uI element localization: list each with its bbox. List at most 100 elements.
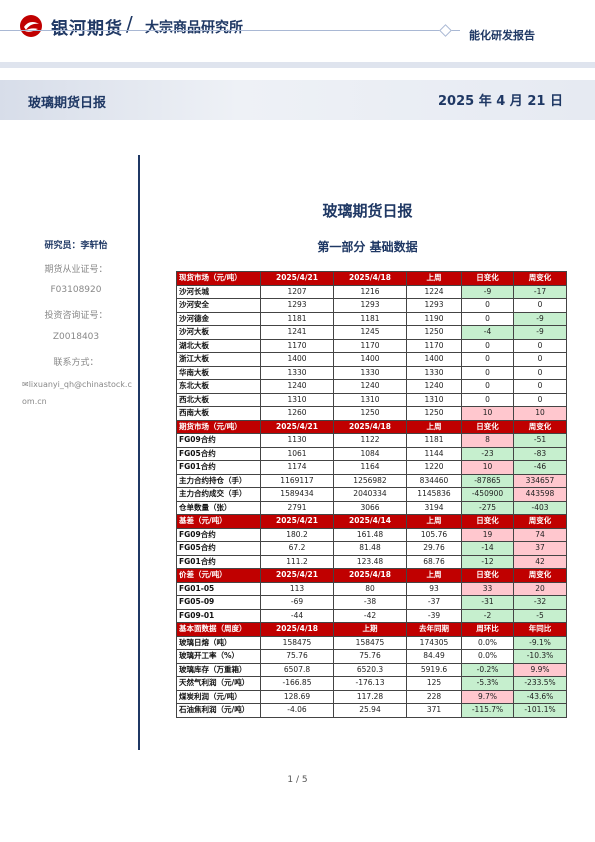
header-band bbox=[0, 62, 595, 68]
row-label: 期货市场（元/吨） bbox=[176, 419, 261, 434]
table-cell: 2791 bbox=[260, 500, 334, 515]
table-cell: 834460 bbox=[406, 473, 462, 488]
table-cell: 443598 bbox=[513, 487, 567, 502]
table-cell: 1170 bbox=[260, 338, 334, 353]
advisor-label: 投资咨询证号： bbox=[44, 311, 108, 321]
report-title: 玻璃期货日报 bbox=[28, 96, 107, 111]
row-label: 湖北大板 bbox=[176, 338, 261, 353]
table-cell: 1240 bbox=[333, 379, 407, 394]
row-label: 西北大板 bbox=[176, 392, 261, 407]
table-cell: 1170 bbox=[333, 338, 407, 353]
table-cell: -87865 bbox=[461, 473, 514, 488]
table-row: FG05合约 1061 1084 1144 -23 -83 bbox=[176, 446, 567, 461]
table-cell: 158475 bbox=[260, 635, 334, 650]
row-label: FG01合约 bbox=[176, 554, 261, 569]
table-cell: 1181 bbox=[333, 311, 407, 326]
table-cell: 1240 bbox=[406, 379, 462, 394]
row-label: 仓单数量（张） bbox=[176, 500, 261, 515]
table-cell: 111.2 bbox=[260, 554, 334, 569]
table-row: 玻璃开工率（%） 75.76 75.76 84.49 0.0% -10.3% bbox=[176, 649, 567, 664]
table-cell: 1130 bbox=[260, 433, 334, 448]
table-cell: 日变化 bbox=[461, 568, 514, 583]
table-cell: 1241 bbox=[260, 325, 334, 340]
table-cell: 25.94 bbox=[333, 703, 407, 718]
table-cell: 2040334 bbox=[333, 487, 407, 502]
table-cell: -2 bbox=[461, 608, 514, 623]
email-address[interactable]: lixuanyi_qh@chinastock.com.cn bbox=[22, 380, 132, 406]
table-cell: 1400 bbox=[333, 352, 407, 367]
table-cell: 174305 bbox=[406, 635, 462, 650]
table-cell: 1216 bbox=[333, 284, 407, 299]
table-cell: 0 bbox=[513, 392, 567, 407]
table-row: 沙河德金 1181 1181 1190 0 -9 bbox=[176, 311, 567, 326]
table-row: 沙河长城 1207 1216 1224 -9 -17 bbox=[176, 284, 567, 299]
table-cell: 105.76 bbox=[406, 527, 462, 542]
row-label: 沙河安全 bbox=[176, 298, 261, 313]
table-cell: 93 bbox=[406, 581, 462, 596]
table-cell: 67.2 bbox=[260, 541, 334, 556]
table-cell: 20 bbox=[513, 581, 567, 596]
table-cell: 周变化 bbox=[513, 568, 567, 583]
table-cell: 上周 bbox=[406, 514, 462, 529]
page-number: 1 / 5 bbox=[287, 775, 308, 785]
table-cell: -51 bbox=[513, 433, 567, 448]
table-cell: -115.7% bbox=[461, 703, 514, 718]
table-cell: 6520.3 bbox=[333, 662, 407, 677]
table-row: 西南大板 1260 1250 1250 10 10 bbox=[176, 406, 567, 421]
table-cell: 2025/4/21 bbox=[260, 514, 334, 529]
table-cell: 1084 bbox=[333, 446, 407, 461]
row-label: 天然气利润（元/吨） bbox=[176, 676, 261, 691]
table-cell: -0.2% bbox=[461, 662, 514, 677]
table-cell: 68.76 bbox=[406, 554, 462, 569]
table-cell: 2025/4/21 bbox=[260, 568, 334, 583]
row-label: 玻璃库存（万重箱） bbox=[176, 662, 261, 677]
contact-email[interactable]: ✉lixuanyi_qh@chinastock.com.cn bbox=[22, 376, 134, 410]
table-cell: -38 bbox=[333, 595, 407, 610]
row-label: 沙河德金 bbox=[176, 311, 261, 326]
table-cell: 1330 bbox=[260, 365, 334, 380]
table-cell: 3194 bbox=[406, 500, 462, 515]
table-cell: 去年同期 bbox=[406, 622, 462, 637]
table-cell: -83 bbox=[513, 446, 567, 461]
table-cell: 123.48 bbox=[333, 554, 407, 569]
row-label: 玻璃日熔（吨） bbox=[176, 635, 261, 650]
table-cell: 1245 bbox=[333, 325, 407, 340]
table-cell: 0 bbox=[513, 338, 567, 353]
header-separator: / bbox=[126, 12, 133, 36]
table-cell: 上周 bbox=[406, 419, 462, 434]
table-cell: 1293 bbox=[333, 298, 407, 313]
table-cell: 75.76 bbox=[260, 649, 334, 664]
license-label: 期货从业证号： bbox=[44, 265, 108, 275]
table-cell: 0 bbox=[461, 379, 514, 394]
table-cell: 128.69 bbox=[260, 689, 334, 704]
table-cell: 0 bbox=[461, 392, 514, 407]
table-cell: -9.1% bbox=[513, 635, 567, 650]
table-cell: 1589434 bbox=[260, 487, 334, 502]
table-cell: 1310 bbox=[333, 392, 407, 407]
row-label: 主力合约持仓（手） bbox=[176, 473, 261, 488]
table-header-row: 现货市场（元/吨） 2025/4/21 2025/4/18 上周 日变化 周变化 bbox=[176, 271, 567, 286]
table-cell: 1400 bbox=[406, 352, 462, 367]
table-cell: 1330 bbox=[333, 365, 407, 380]
section-title: 第一部分 基础数据 bbox=[317, 240, 418, 254]
table-cell: 1190 bbox=[406, 311, 462, 326]
table-cell: 161.48 bbox=[333, 527, 407, 542]
table-row: 主力合约持仓（手） 1169117 1256982 834460 -87865 33465… bbox=[176, 473, 567, 488]
table-cell: 1181 bbox=[406, 433, 462, 448]
contact-label: 联系方式： bbox=[53, 358, 99, 368]
table-cell: 29.76 bbox=[406, 541, 462, 556]
table-row: 玻璃日熔（吨） 158475 158475 174305 0.0% -9.1% bbox=[176, 635, 567, 650]
table-cell: 0 bbox=[461, 298, 514, 313]
researcher-name: 研究员：李轩怡 bbox=[44, 241, 108, 251]
table-cell: 1250 bbox=[406, 325, 462, 340]
table-cell: -166.85 bbox=[260, 676, 334, 691]
table-cell: -4.06 bbox=[260, 703, 334, 718]
table-cell: -39 bbox=[406, 608, 462, 623]
table-cell: -42 bbox=[333, 608, 407, 623]
table-cell: -5.3% bbox=[461, 676, 514, 691]
table-cell: 1144 bbox=[406, 446, 462, 461]
table-cell: 74 bbox=[513, 527, 567, 542]
table-row: 东北大板 1240 1240 1240 0 0 bbox=[176, 379, 567, 394]
table-row: 沙河安全 1293 1293 1293 0 0 bbox=[176, 298, 567, 313]
table-cell: -233.5% bbox=[513, 676, 567, 691]
